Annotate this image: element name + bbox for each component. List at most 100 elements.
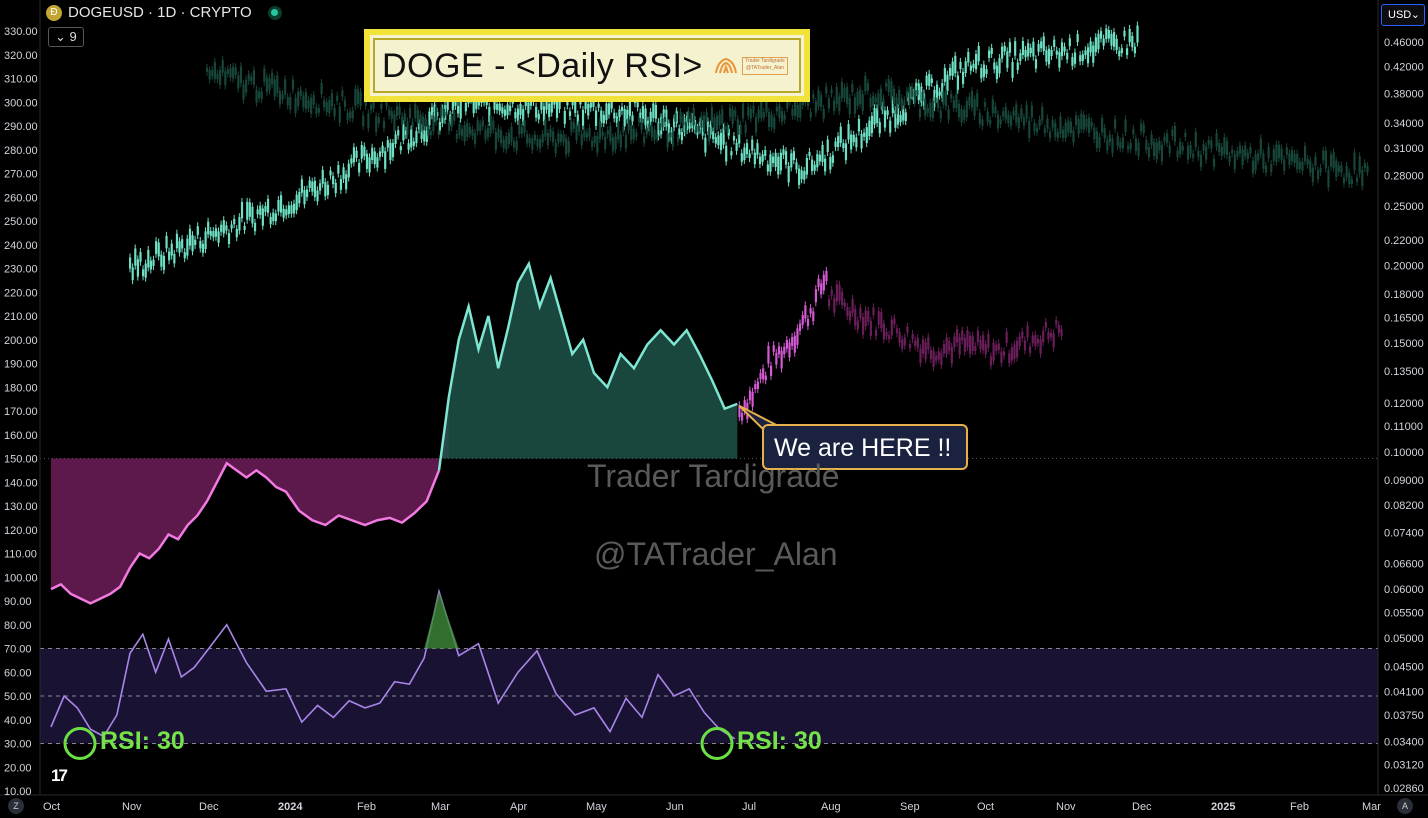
- candle-body: [783, 346, 786, 355]
- candle-body: [887, 78, 890, 93]
- candle-body: [838, 284, 841, 301]
- candle-body: [948, 68, 952, 76]
- candle-body: [875, 329, 878, 337]
- candle-body: [225, 225, 228, 231]
- candle-body: [1079, 55, 1082, 62]
- candle-body: [1074, 115, 1078, 126]
- candle-body: [1028, 120, 1031, 139]
- candle-body: [575, 124, 578, 140]
- candle-body: [253, 222, 257, 232]
- candle-body: [1006, 51, 1009, 68]
- candle-body: [886, 110, 889, 116]
- candle-body: [654, 104, 658, 119]
- candle-body: [1073, 52, 1077, 64]
- candle-body: [702, 115, 706, 132]
- candle-body: [925, 75, 928, 86]
- candle-body: [973, 99, 976, 117]
- candle-body: [1060, 42, 1064, 57]
- candle-body: [557, 133, 560, 143]
- candle-body: [373, 151, 376, 165]
- candle-body: [281, 93, 284, 100]
- candle-body: [394, 134, 397, 145]
- candle-body: [390, 111, 393, 119]
- candle-body: [816, 154, 819, 168]
- candle-body: [947, 109, 950, 120]
- candle-body: [1001, 46, 1004, 59]
- candle-body: [247, 74, 250, 81]
- candle-body: [723, 125, 726, 130]
- candle-body: [243, 225, 246, 230]
- candle-body: [859, 307, 862, 318]
- candle-body: [817, 278, 820, 288]
- candle-body: [846, 86, 849, 104]
- time-tick-label: 2025: [1211, 801, 1235, 813]
- candle-body: [1199, 154, 1203, 168]
- candle-body: [539, 139, 542, 149]
- price-area: [50, 260, 738, 605]
- candle-body: [852, 134, 855, 143]
- candle-body: [1218, 142, 1221, 152]
- pink-price-line: [50, 461, 441, 605]
- currency-select[interactable]: USD ⌄: [1381, 4, 1425, 26]
- candle-body: [181, 239, 184, 249]
- symbol-header[interactable]: Ð DOGEUSD · 1D · CRYPTO: [46, 4, 282, 21]
- left-tick-label: 20.00: [4, 762, 32, 774]
- candle-body: [826, 139, 829, 153]
- right-tick-label: 0.05500: [1384, 607, 1424, 619]
- candle-body: [479, 123, 482, 132]
- candle-body: [676, 136, 680, 142]
- candle-body: [1173, 125, 1177, 142]
- candle-body: [1076, 34, 1079, 43]
- candle-body: [1220, 146, 1223, 156]
- time-tick-label: Dec: [1132, 801, 1152, 813]
- candle-body: [1145, 140, 1148, 151]
- candle-body: [329, 170, 332, 176]
- candle-body: [1168, 145, 1171, 154]
- candle-body: [597, 103, 600, 108]
- candle-body: [1017, 117, 1020, 129]
- candle-body: [902, 109, 905, 121]
- candle-body: [754, 117, 758, 133]
- candle-body: [583, 130, 586, 138]
- candle-body: [636, 102, 639, 108]
- auto-scale-right-button[interactable]: A: [1397, 798, 1413, 814]
- candle-body: [969, 335, 972, 354]
- candle-body: [792, 151, 795, 161]
- candle-body: [643, 136, 646, 144]
- indicators-toggle-button[interactable]: ⌄ 9: [48, 27, 84, 47]
- auto-scale-left-button[interactable]: Z: [8, 798, 24, 814]
- candle-body: [1270, 164, 1273, 173]
- candle-body: [859, 89, 862, 105]
- candle-body: [291, 79, 295, 90]
- right-tick-label: 0.03120: [1384, 760, 1424, 772]
- candle-body: [974, 345, 977, 351]
- candle-body: [721, 109, 724, 124]
- candle-body: [841, 292, 844, 305]
- candle-body: [460, 128, 464, 137]
- candle-body: [536, 139, 539, 147]
- candle-body: [820, 283, 823, 295]
- candle-body: [351, 110, 354, 119]
- rsi-label-right: RSI: 30: [737, 727, 822, 755]
- candle-body: [996, 114, 1000, 129]
- candle-body: [1251, 160, 1255, 174]
- candle-body: [1205, 146, 1208, 160]
- candle-body: [1094, 37, 1097, 52]
- candle-body: [388, 109, 391, 116]
- candle-body: [476, 120, 479, 132]
- candle-body: [827, 98, 831, 109]
- candle-body: [1037, 43, 1040, 52]
- candle-body: [325, 102, 328, 113]
- candle-body: [1128, 28, 1131, 43]
- candle-body: [804, 305, 807, 319]
- candle-body: [1059, 116, 1062, 134]
- candle-body: [258, 91, 261, 99]
- candle-body: [1004, 106, 1007, 120]
- candle-body: [1057, 324, 1060, 333]
- candle-body: [715, 115, 719, 131]
- candle-body: [1081, 54, 1084, 61]
- candle-body: [747, 106, 750, 116]
- right-tick-label: 0.34000: [1384, 118, 1424, 130]
- rsi-overbought-fill: [424, 591, 459, 649]
